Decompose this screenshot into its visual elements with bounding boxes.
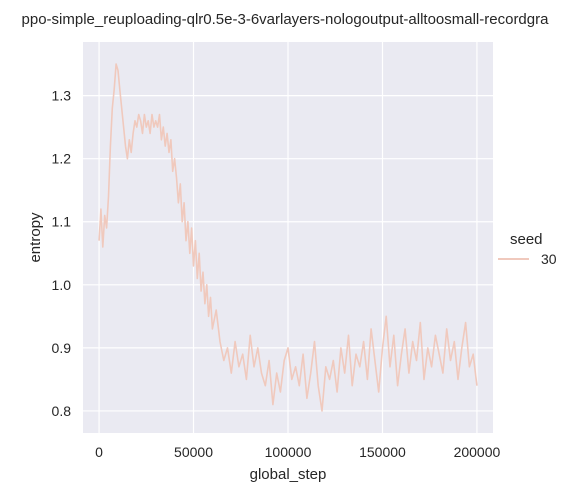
legend-title: seed — [510, 231, 543, 248]
y-axis-label: entropy — [27, 212, 44, 263]
legend-label-30: 30 — [541, 251, 557, 267]
y-tick-label: 0.8 — [52, 403, 72, 419]
y-tick-label: 1.3 — [52, 88, 72, 104]
x-axis-label: global_step — [250, 466, 327, 483]
series-line-30 — [98, 63, 478, 412]
legend: seed 30 — [498, 231, 557, 267]
x-tick-label: 150000 — [359, 444, 406, 460]
y-tick-label: 1.0 — [52, 277, 72, 293]
grid-lines — [83, 42, 493, 433]
tick-labels: 0 50000 100000 150000 200000 0.8 0.9 1.0 1.1 1.2 1… — [52, 88, 501, 460]
series-layer — [98, 63, 478, 412]
x-tick-label: 200000 — [454, 444, 501, 460]
y-tick-label: 1.1 — [52, 214, 72, 230]
x-tick-label: 50000 — [174, 444, 213, 460]
y-tick-label: 0.9 — [52, 340, 72, 356]
x-tick-label: 0 — [95, 444, 103, 460]
y-tick-label: 1.2 — [52, 151, 72, 167]
x-tick-label: 100000 — [265, 444, 312, 460]
chart-title: ppo-simple_reuploading-qlr0.5e-3-6varlay… — [22, 11, 550, 28]
